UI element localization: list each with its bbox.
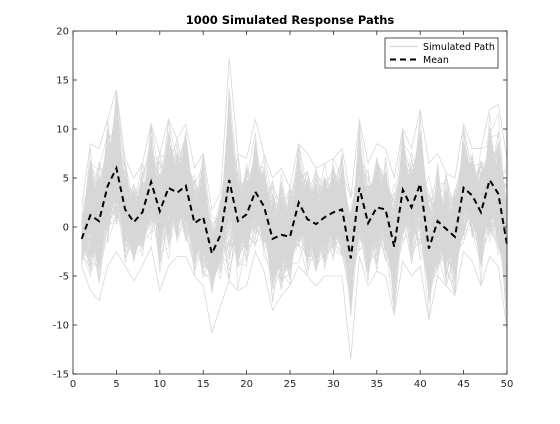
simulated-path-line <box>81 124 508 280</box>
simulated-path-line <box>81 148 508 290</box>
y-tick-label: 0 <box>63 223 69 234</box>
simulated-path-line <box>81 129 508 277</box>
x-tick-label: 10 <box>153 379 166 390</box>
x-tick-label: 15 <box>197 379 210 390</box>
y-tick-label: -5 <box>59 272 69 283</box>
x-tick-label: 25 <box>284 379 297 390</box>
x-tick-label: 20 <box>240 379 253 390</box>
x-tick-label: 50 <box>501 379 514 390</box>
simulated-path-extreme-line <box>81 58 508 211</box>
legend-box <box>384 37 499 69</box>
x-tick-label: 35 <box>370 379 383 390</box>
simulated-path-line <box>81 133 508 278</box>
legend: Simulated Path Mean <box>384 37 499 69</box>
simulated-paths-layer <box>81 58 508 360</box>
simulated-path-line <box>81 91 508 291</box>
y-tick-label: -15 <box>53 370 69 381</box>
legend-label-mean: Mean <box>423 55 449 66</box>
x-tick-label: 0 <box>70 379 76 390</box>
simulated-path-extreme-line <box>81 245 508 360</box>
simulated-path-line <box>81 151 508 293</box>
y-tick-label: -10 <box>53 321 69 332</box>
x-tick-label: 40 <box>414 379 427 390</box>
axis-ticks: 0 5 10 15 20 25 30 35 40 45 50 -15 -10 -5 0 5 10 15 20 <box>53 27 514 391</box>
chart-title: 1000 Simulated Response Paths <box>186 13 395 27</box>
y-tick-label: 5 <box>63 174 69 185</box>
x-tick-label: 30 <box>327 379 340 390</box>
x-tick-label: 5 <box>113 379 119 390</box>
simulated-path-line <box>81 143 508 269</box>
y-tick-label: 15 <box>56 76 69 87</box>
y-tick-label: 20 <box>56 27 69 38</box>
x-tick-label: 45 <box>457 379 470 390</box>
legend-label-simulated-path: Simulated Path <box>423 42 495 53</box>
y-tick-label: 10 <box>56 125 69 136</box>
